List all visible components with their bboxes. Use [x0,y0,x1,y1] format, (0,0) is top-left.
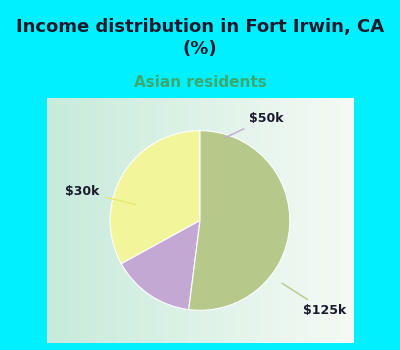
Text: $30k: $30k [65,186,136,204]
Wedge shape [110,131,200,264]
Text: Income distribution in Fort Irwin, CA
(%): Income distribution in Fort Irwin, CA (%… [16,18,384,58]
Text: $125k: $125k [282,283,346,317]
Text: Asian residents: Asian residents [134,75,266,90]
Text: $50k: $50k [225,112,284,138]
Wedge shape [189,131,290,310]
Wedge shape [121,220,200,310]
